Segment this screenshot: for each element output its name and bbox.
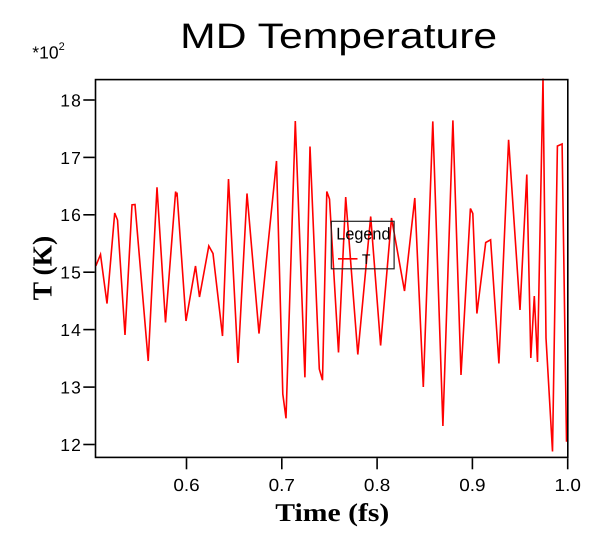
svg-text:0.8: 0.8 bbox=[364, 475, 390, 495]
svg-text:13: 13 bbox=[60, 378, 81, 398]
svg-text:Legend: Legend bbox=[336, 225, 390, 244]
svg-text:T (K): T (K) bbox=[27, 236, 58, 300]
svg-text:15: 15 bbox=[60, 263, 81, 283]
svg-text:17: 17 bbox=[60, 148, 81, 168]
svg-text:MD Temperature: MD Temperature bbox=[180, 16, 497, 56]
svg-text:0.9: 0.9 bbox=[459, 475, 485, 495]
svg-text:0.7: 0.7 bbox=[269, 475, 295, 495]
svg-text:T: T bbox=[362, 251, 371, 267]
svg-text:Time (fs): Time (fs) bbox=[275, 498, 389, 527]
svg-text:*102: *102 bbox=[32, 41, 64, 63]
svg-text:1.0: 1.0 bbox=[555, 475, 582, 495]
svg-text:18: 18 bbox=[60, 90, 81, 110]
svg-text:14: 14 bbox=[60, 320, 81, 340]
svg-text:0.6: 0.6 bbox=[173, 475, 199, 495]
svg-text:12: 12 bbox=[60, 435, 81, 455]
svg-text:16: 16 bbox=[60, 205, 81, 225]
